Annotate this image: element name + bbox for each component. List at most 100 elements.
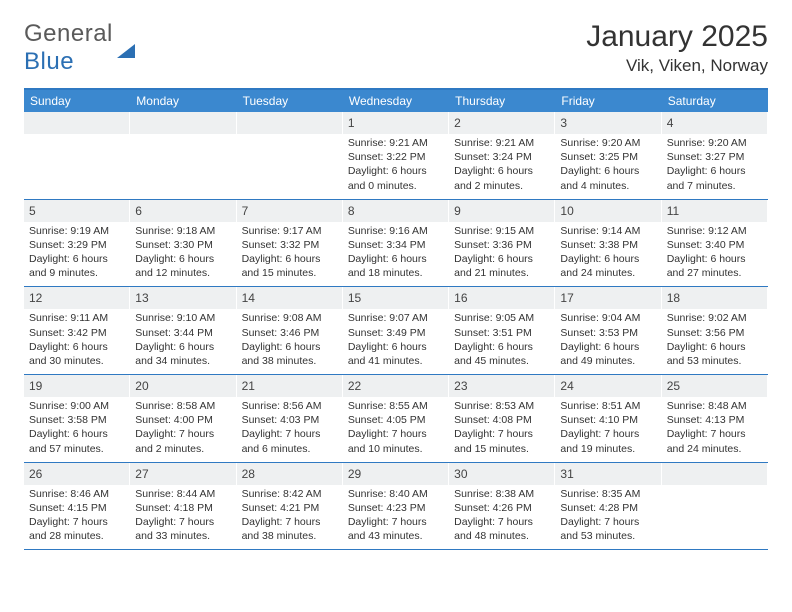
daynum-bar: 21: [237, 375, 342, 397]
empty-cell: .: [130, 112, 236, 199]
day-info: Sunrise: 8:46 AMSunset: 4:15 PMDaylight:…: [29, 487, 124, 544]
day-number: 23: [454, 379, 467, 393]
day-cell: 24Sunrise: 8:51 AMSunset: 4:10 PMDayligh…: [555, 375, 661, 462]
day-info: Sunrise: 9:15 AMSunset: 3:36 PMDaylight:…: [454, 224, 549, 281]
day-number: 20: [135, 379, 148, 393]
calendar-page: General Blue January 2025 Vik, Viken, No…: [0, 0, 792, 612]
sunrise-line: Sunrise: 9:20 AM: [667, 136, 762, 150]
month-title: January 2025: [586, 20, 768, 54]
sunrise-line: Sunrise: 9:15 AM: [454, 224, 549, 238]
daynum-bar: 23: [449, 375, 554, 397]
daylight-line: Daylight: 6 hours and 27 minutes.: [667, 252, 762, 280]
sunset-line: Sunset: 3:27 PM: [667, 150, 762, 164]
daylight-line: Daylight: 6 hours and 18 minutes.: [348, 252, 443, 280]
sunrise-line: Sunrise: 9:17 AM: [242, 224, 337, 238]
empty-cell: .: [237, 112, 343, 199]
daynum-bar: 2: [449, 112, 554, 134]
sunset-line: Sunset: 4:26 PM: [454, 501, 549, 515]
week-row: ...1Sunrise: 9:21 AMSunset: 3:22 PMDayli…: [24, 112, 768, 200]
sunset-line: Sunset: 3:42 PM: [29, 326, 124, 340]
daynum-bar: 28: [237, 463, 342, 485]
day-cell: 6Sunrise: 9:18 AMSunset: 3:30 PMDaylight…: [130, 200, 236, 287]
daylight-line: Daylight: 7 hours and 2 minutes.: [135, 427, 230, 455]
brand-part1: General: [24, 20, 113, 47]
daylight-line: Daylight: 7 hours and 6 minutes.: [242, 427, 337, 455]
daynum-bar: 30: [449, 463, 554, 485]
week-row: 26Sunrise: 8:46 AMSunset: 4:15 PMDayligh…: [24, 463, 768, 551]
sunset-line: Sunset: 4:28 PM: [560, 501, 655, 515]
sunset-line: Sunset: 4:05 PM: [348, 413, 443, 427]
day-cell: 18Sunrise: 9:02 AMSunset: 3:56 PMDayligh…: [662, 287, 768, 374]
day-cell: 14Sunrise: 9:08 AMSunset: 3:46 PMDayligh…: [237, 287, 343, 374]
day-cell: 4Sunrise: 9:20 AMSunset: 3:27 PMDaylight…: [662, 112, 768, 199]
day-info: Sunrise: 9:20 AMSunset: 3:25 PMDaylight:…: [560, 136, 655, 193]
day-cell: 27Sunrise: 8:44 AMSunset: 4:18 PMDayligh…: [130, 463, 236, 550]
day-number: 25: [667, 379, 680, 393]
calendar: Sunday Monday Tuesday Wednesday Thursday…: [24, 88, 768, 550]
sunrise-line: Sunrise: 9:19 AM: [29, 224, 124, 238]
sunset-line: Sunset: 3:34 PM: [348, 238, 443, 252]
day-info: Sunrise: 9:10 AMSunset: 3:44 PMDaylight:…: [135, 311, 230, 368]
sunset-line: Sunset: 3:56 PM: [667, 326, 762, 340]
dow-tuesday: Tuesday: [237, 90, 343, 112]
day-info: Sunrise: 8:56 AMSunset: 4:03 PMDaylight:…: [242, 399, 337, 456]
daynum-bar: 10: [555, 200, 660, 222]
daylight-line: Daylight: 6 hours and 4 minutes.: [560, 164, 655, 192]
day-number: 6: [135, 204, 142, 218]
day-info: Sunrise: 8:40 AMSunset: 4:23 PMDaylight:…: [348, 487, 443, 544]
day-info: Sunrise: 8:48 AMSunset: 4:13 PMDaylight:…: [667, 399, 762, 456]
dow-friday: Friday: [555, 90, 661, 112]
day-cell: 21Sunrise: 8:56 AMSunset: 4:03 PMDayligh…: [237, 375, 343, 462]
sunset-line: Sunset: 3:32 PM: [242, 238, 337, 252]
day-cell: 15Sunrise: 9:07 AMSunset: 3:49 PMDayligh…: [343, 287, 449, 374]
sunrise-line: Sunrise: 9:10 AM: [135, 311, 230, 325]
sunset-line: Sunset: 3:40 PM: [667, 238, 762, 252]
day-cell: 30Sunrise: 8:38 AMSunset: 4:26 PMDayligh…: [449, 463, 555, 550]
daynum-bar: 1: [343, 112, 448, 134]
sunset-line: Sunset: 3:30 PM: [135, 238, 230, 252]
day-info: Sunrise: 9:21 AMSunset: 3:22 PMDaylight:…: [348, 136, 443, 193]
sunrise-line: Sunrise: 8:51 AM: [560, 399, 655, 413]
sunrise-line: Sunrise: 9:02 AM: [667, 311, 762, 325]
sunset-line: Sunset: 4:15 PM: [29, 501, 124, 515]
daynum-bar: .: [237, 112, 342, 134]
dow-sunday: Sunday: [24, 90, 130, 112]
day-info: Sunrise: 8:51 AMSunset: 4:10 PMDaylight:…: [560, 399, 655, 456]
sunrise-line: Sunrise: 8:58 AM: [135, 399, 230, 413]
sunset-line: Sunset: 4:21 PM: [242, 501, 337, 515]
day-info: Sunrise: 9:16 AMSunset: 3:34 PMDaylight:…: [348, 224, 443, 281]
sunrise-line: Sunrise: 9:14 AM: [560, 224, 655, 238]
dow-monday: Monday: [130, 90, 236, 112]
sunset-line: Sunset: 3:22 PM: [348, 150, 443, 164]
day-cell: 25 Sunrise: 8:48 AMSunset: 4:13 PMDayligh…: [662, 375, 768, 462]
triangle-icon: [117, 44, 135, 58]
week-row: 19Sunrise: 9:00 AMSunset: 3:58 PMDayligh…: [24, 375, 768, 463]
day-cell: 1 Sunrise: 9:21 AMSunset: 3:22 PMDaylight…: [343, 112, 449, 199]
day-info: Sunrise: 9:07 AMSunset: 3:49 PMDaylight:…: [348, 311, 443, 368]
day-number: 10: [560, 204, 573, 218]
day-info: Sunrise: 9:04 AMSunset: 3:53 PMDaylight:…: [560, 311, 655, 368]
day-info: Sunrise: 8:53 AMSunset: 4:08 PMDaylight:…: [454, 399, 549, 456]
sunset-line: Sunset: 4:08 PM: [454, 413, 549, 427]
day-number: 31: [560, 467, 573, 481]
sunrise-line: Sunrise: 8:40 AM: [348, 487, 443, 501]
daylight-line: Daylight: 7 hours and 28 minutes.: [29, 515, 124, 543]
sunset-line: Sunset: 4:10 PM: [560, 413, 655, 427]
daynum-bar: 5: [24, 200, 129, 222]
day-number: 17: [560, 291, 573, 305]
day-number: 19: [29, 379, 42, 393]
daynum-bar: 25: [662, 375, 767, 397]
daynum-bar: 31: [555, 463, 660, 485]
sunrise-line: Sunrise: 8:53 AM: [454, 399, 549, 413]
day-number: 18: [667, 291, 680, 305]
daylight-line: Daylight: 6 hours and 30 minutes.: [29, 340, 124, 368]
day-number: 5: [29, 204, 36, 218]
sunset-line: Sunset: 3:51 PM: [454, 326, 549, 340]
day-number: 1: [348, 116, 355, 130]
sunset-line: Sunset: 3:24 PM: [454, 150, 549, 164]
daynum-bar: 27: [130, 463, 235, 485]
daylight-line: Daylight: 7 hours and 10 minutes.: [348, 427, 443, 455]
daynum-bar: 15: [343, 287, 448, 309]
sunrise-line: Sunrise: 8:55 AM: [348, 399, 443, 413]
week-row: 12Sunrise: 9:11 AMSunset: 3:42 PMDayligh…: [24, 287, 768, 375]
